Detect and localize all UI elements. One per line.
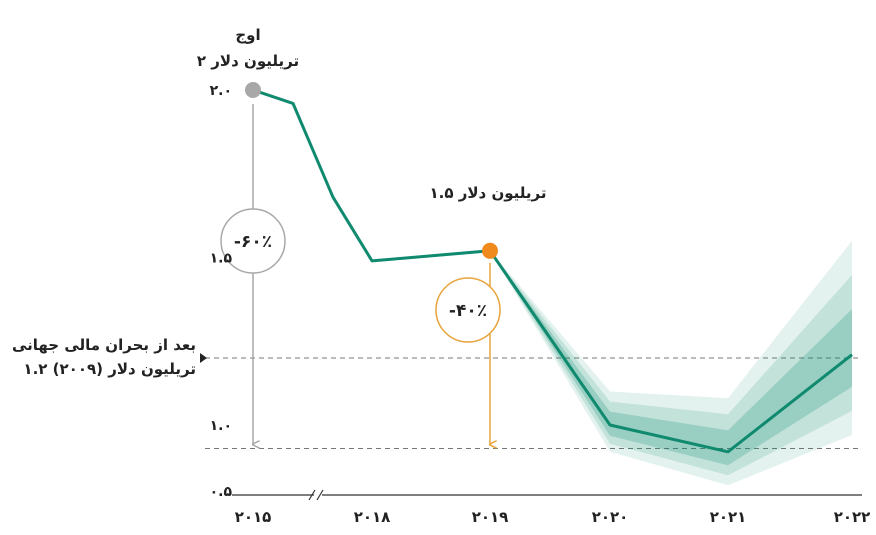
- forecast-band: [490, 250, 852, 466]
- reference-line-label: ۱.۲ تریلیون دلار (۲۰۰۹): [23, 360, 196, 378]
- x-tick-label: ۲۰۱۹: [472, 508, 509, 526]
- x-tick-label: ۲۰۱۵: [235, 508, 272, 526]
- forecast-band: [490, 250, 852, 476]
- point-2019-label: ۱.۵ تریلیون دلار: [429, 184, 546, 202]
- point-2019: [482, 242, 498, 259]
- reference-line-label: بعد از بحران مالی جهانی: [12, 336, 196, 354]
- series-line: [252, 88, 853, 454]
- peak-point: [245, 82, 261, 98]
- y-tick-label: ۱.۰: [210, 418, 232, 434]
- y-tick-label: ۱.۵: [210, 251, 233, 267]
- reference-line-pointer: [200, 353, 207, 363]
- y-tick-label: ۲.۰: [210, 83, 232, 99]
- x-tick-label: ۲۰۲۱: [710, 508, 747, 526]
- badge-40-label: -۴۰٪: [449, 301, 487, 321]
- peak-value-label: ۲ تریلیون دلار: [197, 52, 299, 70]
- badge-60-circle: [220, 208, 286, 274]
- y-tick-label: ۰.۵: [210, 484, 233, 500]
- x-tick-label: ۲۰۲۰: [592, 508, 629, 526]
- badge-40-circle: [435, 277, 501, 343]
- axis-break-mark: [316, 489, 324, 501]
- x-tick-label: ۲۰۱۸: [354, 508, 391, 526]
- axis-break-mark: [308, 489, 316, 501]
- peak-label: اوج: [235, 26, 260, 44]
- x-tick-label: ۲۰۲۲: [834, 508, 871, 526]
- badge-60-label: -۶۰٪: [234, 232, 272, 252]
